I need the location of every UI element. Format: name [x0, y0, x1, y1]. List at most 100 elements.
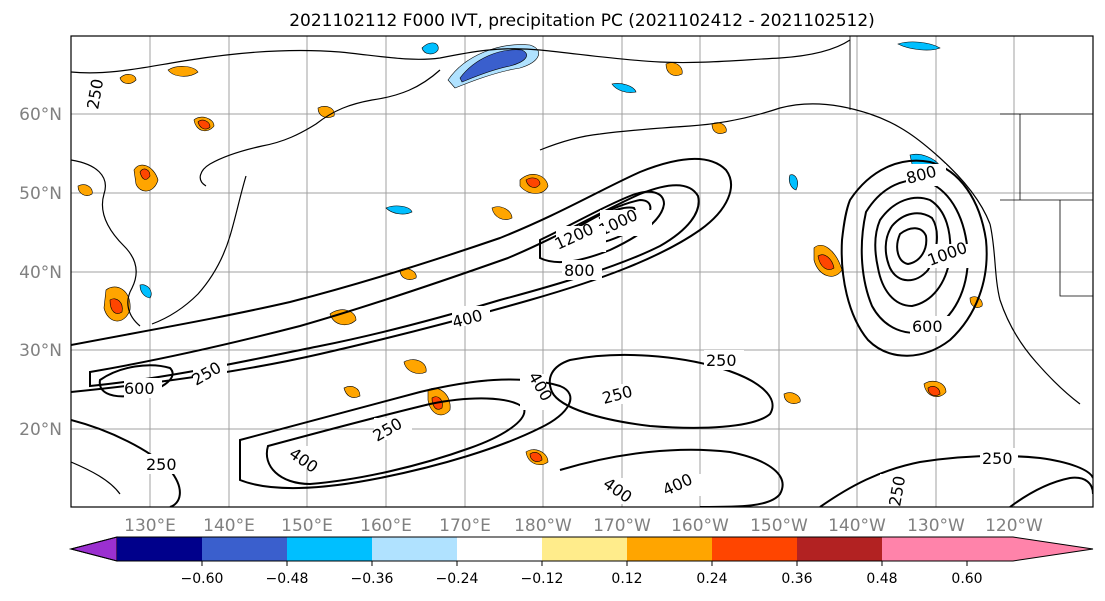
lon-label: 130°W — [907, 516, 965, 536]
lon-label: 140°W — [828, 516, 886, 536]
ivt-contour-1000 — [896, 227, 928, 266]
lon-labels: 130°E 140°E 150°E 160°E 170°E 180°W 170°… — [124, 516, 1043, 536]
precip-shading — [77, 41, 983, 465]
colorbar-tick-label: −0.48 — [266, 571, 309, 587]
coastlines — [71, 39, 1081, 495]
precip-positive-area — [343, 386, 361, 398]
precip-negative-area — [897, 41, 941, 51]
contour-label-bg — [880, 474, 904, 507]
contour-label-bg — [80, 78, 102, 112]
ivt-contour-250 — [239, 378, 572, 489]
colorbar-segment — [542, 537, 627, 561]
contour-label-bg — [562, 260, 602, 280]
lat-label: 30°N — [19, 341, 62, 361]
precip-positive-area — [927, 386, 941, 396]
contour-label-bg — [520, 374, 546, 410]
contour-label: 250 — [982, 449, 1013, 468]
ivt-contour-250 — [71, 158, 732, 393]
precip-positive-area — [109, 298, 123, 314]
colorbar-segment — [882, 537, 967, 561]
precip-positive-area — [139, 168, 151, 180]
colorbar-segment — [457, 537, 542, 561]
precip-negative-area — [611, 83, 637, 93]
precip-negative-area — [421, 42, 439, 55]
coastline-na-west — [989, 223, 1081, 405]
colorbar-segment — [797, 537, 882, 561]
border-line — [1059, 200, 1093, 297]
colorbar-extend-min — [69, 536, 118, 562]
lon-label: 180°W — [514, 516, 572, 536]
map-frame — [70, 35, 1094, 508]
precip-negative-area — [788, 174, 798, 191]
precip-positive-area — [529, 452, 543, 462]
colorbar-tick-label: −0.12 — [521, 571, 564, 587]
lon-label: 120°W — [985, 516, 1043, 536]
contour-label-bg — [928, 244, 978, 268]
lon-label: 140°E — [203, 516, 255, 536]
colorbar-segment — [202, 537, 287, 561]
precip-positive-area — [491, 206, 513, 220]
colorbar-outline — [69, 536, 1094, 562]
colorbar-tick-labels: −0.60 −0.48 −0.36 −0.24 −0.12 0.12 0.24 … — [181, 571, 983, 587]
lon-label: 150°W — [750, 516, 808, 536]
ivt-contour-800 — [884, 212, 938, 282]
contour-label: 600 — [912, 317, 943, 336]
precip-negative-area — [459, 49, 527, 83]
coastline-siberia — [199, 69, 441, 187]
colorbar: −0.60 −0.48 −0.36 −0.24 −0.12 0.12 0.24 … — [69, 536, 1094, 587]
contour-label: 600 — [124, 379, 155, 398]
contour-label-bg — [600, 478, 634, 504]
ivt-contour-400 — [89, 184, 700, 388]
colorbar-segment — [712, 537, 797, 561]
lon-label: 170°W — [593, 516, 651, 536]
contour-label-bg — [664, 474, 702, 496]
contour-label-bg — [556, 226, 606, 252]
precip-positive-area — [817, 254, 835, 270]
precip-positive-area — [167, 66, 199, 77]
colorbar-tick-label: 0.12 — [611, 571, 642, 587]
contour-label: 250 — [146, 455, 177, 474]
lon-label: 170°E — [439, 516, 491, 536]
lat-labels: 60°N 50°N 40°N 30°N 20°N — [19, 105, 62, 440]
contour-label-bg — [452, 306, 490, 326]
contour-label-bg — [286, 446, 322, 468]
coastline-japan — [151, 175, 247, 325]
coastline-sw — [71, 461, 121, 495]
colorbar-tick-label: 0.60 — [951, 571, 982, 587]
colorbar-tick-label: 0.36 — [781, 571, 812, 587]
colorbar-ticks — [201, 561, 968, 566]
ivt-contour-800 — [539, 190, 666, 264]
precip-positive-area — [403, 359, 427, 374]
precip-positive-area — [197, 119, 211, 130]
contour-label-bg — [146, 454, 182, 474]
precip-negative-area — [385, 205, 413, 215]
contour-label-bg — [980, 448, 1018, 468]
precip-positive-area — [119, 74, 137, 84]
coastline-asia-east — [71, 159, 141, 327]
contour-label-bg — [600, 210, 652, 236]
figure-title: 2021102112 F000 IVT, precipitation PC (2… — [289, 11, 875, 31]
lon-label: 160°E — [360, 516, 412, 536]
ivt-contour-labels: 250 250 250 250 250 250 250 250 400 400 — [80, 77, 1018, 507]
colorbar-tick-label: −0.24 — [436, 571, 479, 587]
colorbar-segment — [627, 537, 712, 561]
precip-positive-area — [77, 184, 93, 196]
lon-label: 160°W — [671, 516, 729, 536]
lat-label: 40°N — [19, 263, 62, 283]
map-panel: 250 250 250 250 250 250 250 250 400 400 — [19, 35, 1094, 536]
precip-negative-area — [139, 284, 152, 299]
lat-label: 20°N — [19, 420, 62, 440]
ivt-contour-250 — [840, 159, 988, 357]
precip-positive-area — [525, 177, 541, 188]
ivt-contour-400 — [1009, 476, 1093, 507]
colorbar-tick-label: 0.24 — [696, 571, 727, 587]
lon-label: 150°E — [281, 516, 333, 536]
contour-label-bg — [374, 418, 412, 440]
ivt-contour-250 — [548, 353, 774, 429]
contour-label-bg — [124, 378, 162, 398]
contour-label-bg — [602, 384, 640, 404]
lat-label: 50°N — [19, 184, 62, 204]
contour-label: 250 — [706, 351, 737, 370]
colorbar-segment — [287, 537, 372, 561]
